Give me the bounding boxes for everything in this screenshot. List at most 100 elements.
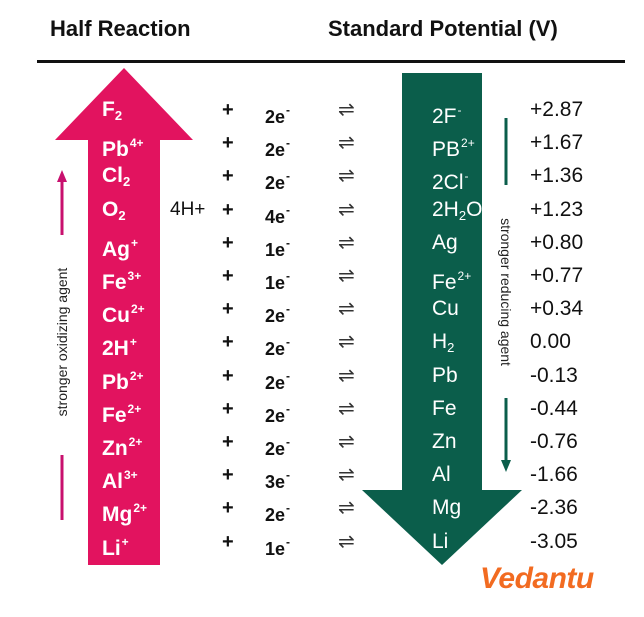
species-symbol: PB	[432, 138, 461, 162]
species-symbol: H	[432, 330, 448, 354]
electron-charge: -	[286, 435, 291, 449]
electron-charge: -	[286, 269, 291, 283]
species-symbol: 2H	[432, 197, 459, 221]
oxidizing-direction-arrow	[57, 170, 67, 520]
electrons: 2e-	[265, 327, 291, 359]
species-symbol: Ag	[432, 230, 458, 254]
reduced-species: 2H2O	[432, 195, 482, 225]
reduced-species: Al	[432, 460, 451, 490]
species-symbol: Zn	[432, 430, 457, 453]
species-charge: 3+	[127, 269, 142, 283]
oxidizing-species: Pb4+	[102, 128, 144, 161]
oxidizing-species: Li+	[102, 527, 129, 560]
species-symbol: 2Cl	[432, 171, 464, 195]
species-symbol: Pb	[432, 363, 458, 387]
standard-potential: -1.66	[530, 463, 578, 487]
electron-count: 2e	[265, 439, 286, 459]
oxidizing-species: Mg2+	[102, 493, 148, 527]
oxidizing-species: Pb2+	[102, 361, 144, 394]
standard-potential-heading: Standard Potential (V)	[328, 16, 558, 41]
standard-potential: -0.76	[530, 430, 578, 453]
electrons: 2e-	[265, 128, 290, 160]
species-symbol: Ag	[102, 237, 130, 261]
species-symbol: F	[102, 98, 115, 121]
electron-count: 2e	[265, 505, 286, 526]
vedantu-logo: Vedantu	[480, 562, 594, 595]
oxidizing-agent-label: stronger oxidizing agent	[54, 267, 70, 417]
standard-potential: +1.36	[530, 164, 584, 188]
species-subscript: 2	[114, 108, 123, 123]
standard-potential: -0.44	[530, 396, 578, 420]
species-symbol: Cl	[102, 164, 123, 188]
equilibrium-symbol: ⇌	[338, 530, 355, 553]
species-charge: 2+	[129, 368, 144, 383]
electron-charge: -	[286, 401, 291, 416]
electron-count: 2e	[265, 405, 286, 426]
plus-sign: +	[222, 99, 234, 121]
species-symbol: Al	[102, 470, 123, 494]
electrons: 2e-	[265, 493, 290, 526]
plus-sign: +	[222, 132, 234, 155]
species-charge: +	[129, 335, 137, 350]
oxidizing-species: Zn2+	[102, 427, 142, 460]
reduced-species: 2F-	[432, 95, 462, 128]
equilibrium-symbol: ⇌	[338, 331, 355, 354]
electrons: 2e-	[265, 427, 291, 459]
electron-count: 2e	[265, 173, 286, 194]
plus-sign: +	[222, 364, 234, 387]
equilibrium-symbol: ⇌	[338, 265, 355, 287]
header-divider	[37, 60, 625, 63]
electron-charge: -	[286, 335, 291, 350]
oxidizing-species: Al3+	[102, 460, 138, 494]
electron-count: 3e	[265, 472, 286, 493]
equilibrium-symbol: ⇌	[338, 132, 355, 155]
reduced-species: Ag	[432, 228, 458, 258]
equilibrium-symbol: ⇌	[338, 464, 355, 487]
oxidizing-species: Fe3+	[102, 261, 142, 294]
reduced-species: Zn	[432, 427, 457, 457]
reduced-species: 2Cl-	[432, 161, 469, 195]
species-charge: 3+	[124, 468, 138, 483]
electrons: 2e-	[265, 161, 291, 194]
equilibrium-symbol: ⇌	[338, 198, 355, 221]
electron-charge: -	[286, 169, 291, 184]
species-symbol: Fe	[102, 403, 127, 427]
electron-charge: -	[286, 103, 291, 117]
electron-charge: -	[286, 302, 291, 317]
standard-potential: +1.67	[530, 131, 584, 155]
species-symbol: Al	[432, 463, 451, 487]
oxidizing-species: Cu2+	[102, 294, 145, 328]
equilibrium-symbol: ⇌	[338, 99, 355, 121]
electrons: 2e-	[265, 95, 291, 127]
species-symbol: Cu	[102, 304, 130, 328]
plus-sign: +	[222, 198, 234, 221]
species-symbol: Li	[432, 529, 449, 553]
plus-sign: +	[222, 165, 234, 188]
species-symbol: Mg	[102, 503, 133, 527]
standard-potential: +0.80	[530, 230, 584, 254]
plus-sign: +	[222, 265, 234, 287]
half-reaction-heading: Half Reaction	[50, 16, 191, 41]
plus-sign: +	[222, 431, 234, 453]
reduced-species: Mg	[432, 493, 461, 523]
standard-potential: +1.23	[530, 197, 584, 221]
reduced-species: Li	[432, 527, 448, 557]
plus-sign: +	[222, 497, 234, 520]
oxidizing-species: F2	[102, 95, 122, 125]
species-symbol-tail: O	[466, 197, 483, 221]
equilibrium-symbol: ⇌	[338, 397, 355, 420]
plus-sign: +	[222, 397, 234, 420]
species-subscript: 2	[118, 207, 126, 223]
oxidizing-species: Ag+	[102, 228, 138, 261]
standard-potential: -3.05	[530, 529, 578, 553]
equilibrium-symbol: ⇌	[338, 364, 355, 387]
species-charge: 2+	[457, 269, 472, 283]
electron-count: 2e	[265, 107, 286, 127]
species-charge: 2+	[133, 501, 148, 516]
electron-count: 1e	[265, 273, 286, 293]
species-symbol: Fe	[432, 271, 457, 294]
electron-count: 1e	[265, 538, 286, 559]
electrons: 1e-	[265, 228, 290, 260]
